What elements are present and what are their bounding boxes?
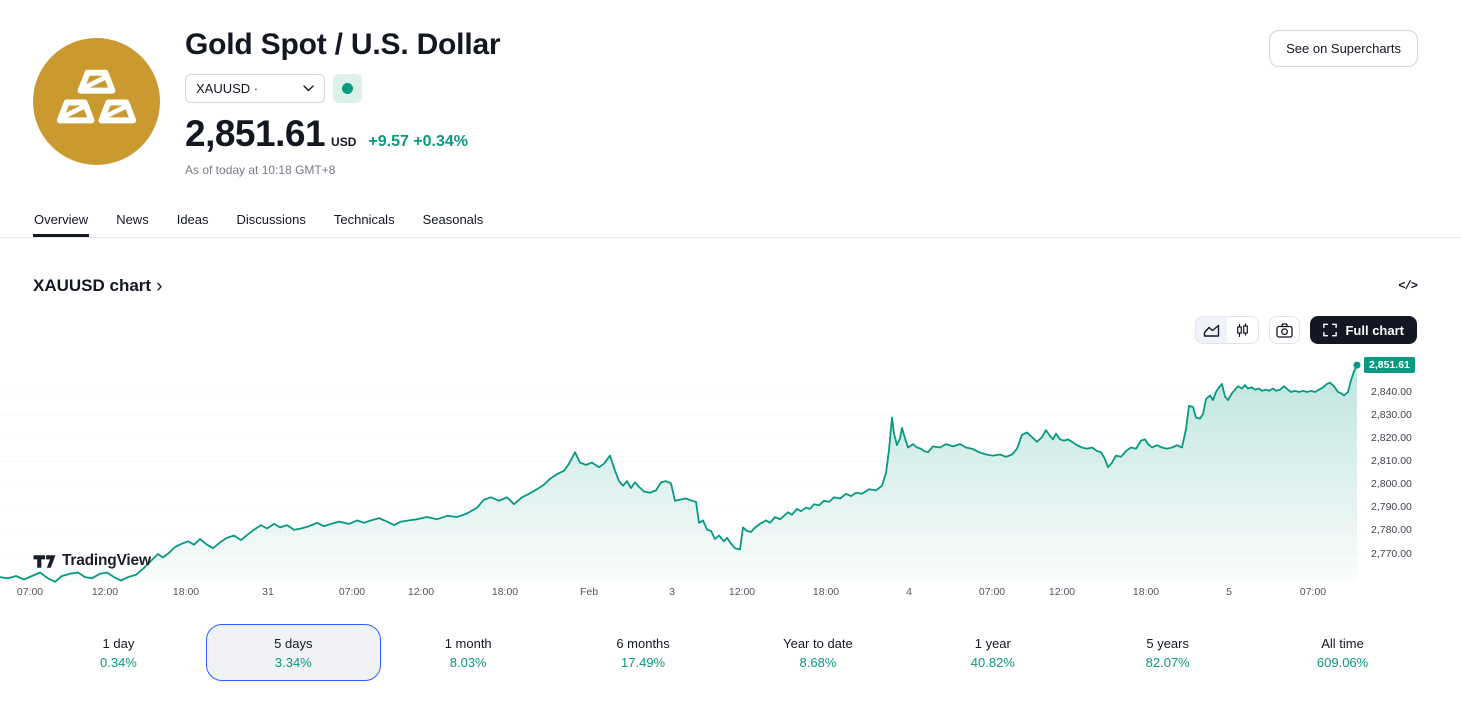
tab-ideas[interactable]: Ideas (176, 212, 209, 227)
last-price: 2,851.61 (185, 113, 326, 154)
market-status-button[interactable] (333, 74, 362, 103)
chart-type-toggle (1195, 316, 1260, 344)
price-axis-label: 2,810.00 (1371, 454, 1412, 467)
chart-section-header: XAUUSD chart › </> (0, 276, 1461, 296)
tab-seasonals[interactable]: Seasonals (422, 212, 484, 227)
full-chart-button[interactable]: Full chart (1310, 316, 1417, 344)
range-button-6-months[interactable]: 6 months 17.49% (556, 624, 731, 681)
range-button-all-time[interactable]: All time 609.06% (1255, 624, 1430, 681)
snapshot-camera-icon[interactable] (1269, 316, 1301, 344)
chevron-down-icon (303, 85, 314, 92)
chevron-right-icon: › (156, 275, 163, 297)
symbol-select[interactable]: XAUUSD · (185, 74, 325, 103)
range-change-percent: 609.06% (1316, 654, 1369, 670)
full-chart-label: Full chart (1345, 322, 1404, 338)
range-label: 1 month (444, 635, 492, 651)
range-button-year-to-date[interactable]: Year to date 8.68% (731, 624, 906, 681)
time-axis-label: 5 (1226, 586, 1232, 598)
current-price-badge: 2,851.61 (1364, 357, 1415, 373)
tradingview-logo-icon (33, 554, 56, 568)
tab-discussions[interactable]: Discussions (236, 212, 306, 227)
price-chart-canvas[interactable]: 2,840.00 2,830.00 2,820.00 2,810.00 2,800.00… (0, 349, 1461, 604)
price-axis-label: 2,820.00 (1371, 431, 1412, 444)
price-axis-label: 2,790.00 (1371, 501, 1412, 514)
see-on-supercharts-button[interactable]: See on Supercharts (1269, 30, 1418, 67)
range-label: 5 days (274, 635, 313, 651)
price-row: 2,851.61 USD +9.57 +0.34% (185, 113, 500, 155)
range-label: 5 years (1146, 635, 1189, 651)
price-axis-label: 2,830.00 (1371, 408, 1412, 421)
range-button-1-month[interactable]: 1 month 8.03% (381, 624, 556, 681)
fullscreen-icon (1323, 323, 1338, 337)
range-button-5-years[interactable]: 5 years 82.07% (1080, 624, 1255, 681)
price-currency: USD (331, 135, 357, 149)
time-axis-label: 18:00 (491, 586, 519, 598)
time-axis-label: 18:00 (812, 586, 840, 598)
candles-chart-icon[interactable] (1227, 317, 1259, 343)
range-label: 1 year (974, 635, 1011, 651)
time-axis-label: Feb (579, 586, 599, 598)
range-button-1-day[interactable]: 1 day 0.34% (31, 624, 206, 681)
price-axis-label: 2,800.00 (1371, 478, 1412, 491)
range-label: 6 months (616, 635, 670, 651)
tradingview-watermark[interactable]: TradingView (33, 552, 151, 570)
time-axis-label: 07:00 (16, 586, 44, 598)
chart-toolbar: Full chart (0, 316, 1461, 344)
time-axis-label: 12:00 (1048, 586, 1076, 598)
range-button-1-year[interactable]: 1 year 40.82% (905, 624, 1080, 681)
time-axis-label: 07:00 (338, 586, 366, 598)
time-axis-label: 12:00 (728, 586, 756, 598)
symbol-header: Gold Spot / U.S. Dollar XAUUSD · 2,851.6… (0, 0, 1461, 205)
price-axis-label: 2,840.00 (1371, 385, 1412, 398)
tradingview-watermark-label: TradingView (62, 552, 151, 569)
time-axis-label: 12:00 (91, 586, 119, 598)
range-change-percent: 0.34% (100, 654, 137, 670)
market-open-dot-icon (342, 83, 353, 94)
as-of-timestamp: As of today at 10:18 GMT+8 (185, 163, 336, 177)
tab-technicals[interactable]: Technicals (333, 212, 395, 227)
area-chart-icon[interactable] (1196, 317, 1228, 343)
time-axis-label: 07:00 (978, 586, 1006, 598)
time-axis-label: 12:00 (407, 586, 435, 598)
range-label: All time (1321, 635, 1364, 651)
chart-heading-link[interactable]: XAUUSD chart › (33, 276, 162, 296)
range-button-5-days[interactable]: 5 days 3.34% (205, 624, 381, 681)
time-axis-label: 4 (906, 586, 912, 598)
tab-news[interactable]: News (116, 212, 149, 227)
range-change-percent: 8.03% (449, 654, 487, 670)
time-axis-label: 18:00 (1132, 586, 1160, 598)
range-change-percent: 8.68% (799, 654, 837, 670)
range-change-percent: 82.07% (1145, 654, 1190, 670)
symbol-select-value: XAUUSD · (196, 81, 259, 96)
gold-logo (33, 38, 160, 165)
range-change-percent: 17.49% (621, 654, 666, 670)
symbol-controls: XAUUSD · (185, 74, 500, 103)
embed-code-icon[interactable]: </> (1398, 279, 1418, 293)
price-axis-label: 2,780.00 (1371, 524, 1412, 537)
time-axis-label: 3 (669, 586, 675, 598)
date-range-bar: 1 day 0.34% 5 days 3.34% 1 month 8.03% 6 month… (0, 624, 1461, 681)
chart-heading: XAUUSD chart (33, 276, 152, 295)
range-change-percent: 3.34% (274, 654, 312, 670)
price-change: +9.57 +0.34% (368, 133, 469, 150)
price-axis-label: 2,770.00 (1371, 547, 1412, 560)
time-axis-label: 07:00 (1299, 586, 1327, 598)
page-title: Gold Spot / U.S. Dollar (185, 28, 501, 61)
area-chart (0, 361, 1363, 583)
range-label: Year to date (783, 635, 853, 651)
symbol-tabs: Overview News Ideas Discussions Technicals Se… (0, 205, 1461, 238)
time-axis-label: 31 (262, 586, 274, 598)
range-label: 1 day (102, 635, 135, 651)
header-info: Gold Spot / U.S. Dollar XAUUSD · 2,851.6… (185, 28, 501, 177)
time-axis-label: 18:00 (172, 586, 200, 598)
tab-overview[interactable]: Overview (33, 205, 90, 237)
range-change-percent: 40.82% (970, 654, 1015, 670)
